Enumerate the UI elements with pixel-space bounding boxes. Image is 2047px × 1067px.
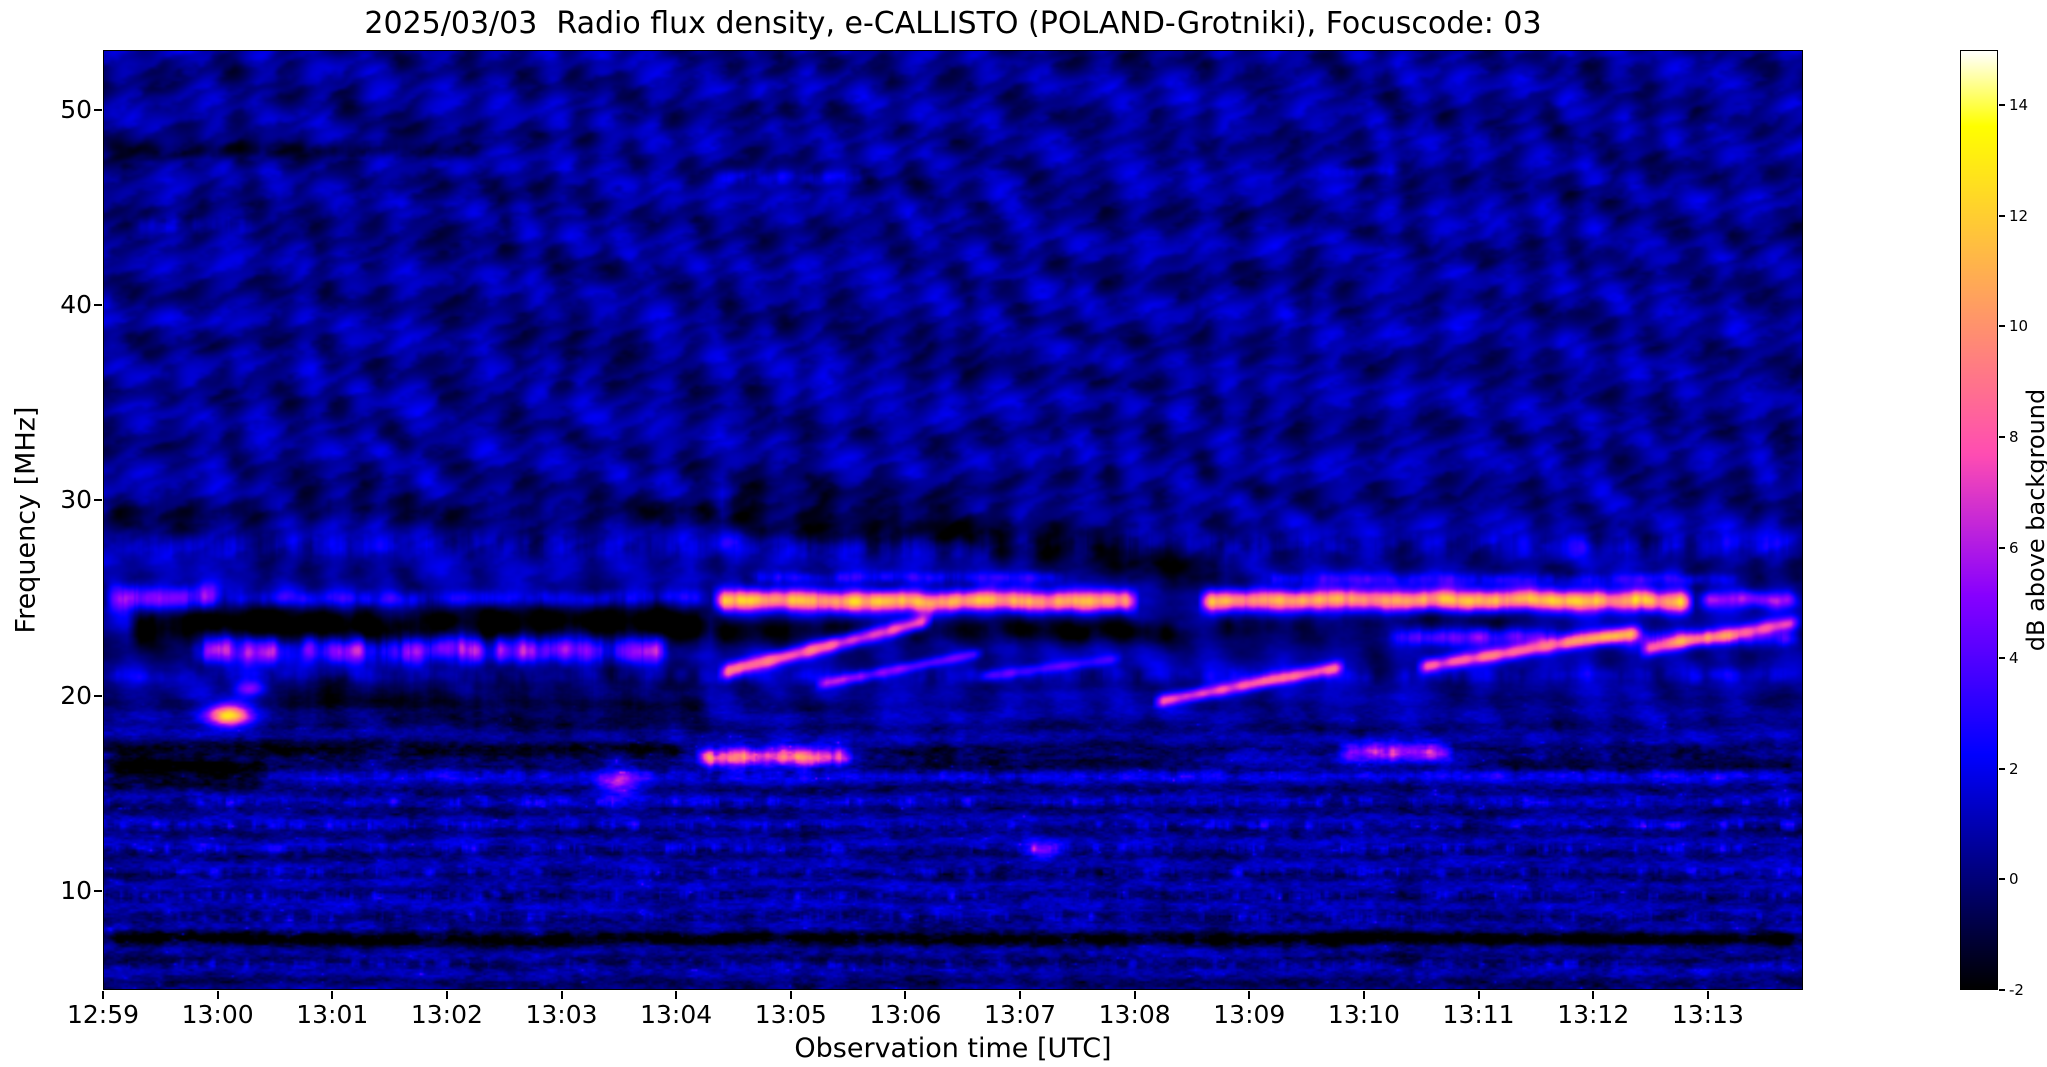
colorbar-label: dB above background (2022, 388, 2047, 652)
colorbar-tick-label: -2 (2009, 981, 2024, 999)
plot-area (103, 50, 1803, 990)
colorbar-tick-label: 14 (2009, 96, 2029, 115)
x-tick-mark (560, 991, 563, 999)
x-tick-mark (216, 991, 219, 999)
x-tick-label: 13:02 (410, 1000, 483, 1029)
colorbar-tick-label: 2 (2009, 759, 2019, 778)
x-tick-mark (102, 991, 104, 999)
x-tick-label: 13:04 (640, 1000, 713, 1029)
x-tick-label: 13:01 (296, 1000, 369, 1029)
x-tick-mark (1477, 991, 1480, 999)
x-tick-mark (1248, 991, 1251, 999)
colorbar-tick-label: 0 (2009, 870, 2019, 889)
x-tick-mark (1592, 991, 1595, 999)
x-tick-label: 13:12 (1557, 1000, 1630, 1029)
colorbar-tick-label: 4 (2009, 649, 2019, 668)
x-tick-mark (445, 991, 448, 999)
x-tick-label: 13:07 (984, 1000, 1057, 1029)
x-tick-mark (1362, 991, 1365, 999)
chart-title: 2025/03/03 Radio flux density, e-CALLIST… (364, 6, 1542, 41)
x-tick-mark (789, 991, 792, 999)
y-tick-label: 40 (60, 290, 92, 320)
y-tick-mark (94, 109, 102, 112)
x-tick-label: 13:03 (525, 1000, 598, 1029)
x-tick-mark (331, 991, 334, 999)
x-tick-label: 13:10 (1327, 1000, 1400, 1029)
colorbar-tick-mark (1999, 989, 2005, 991)
x-tick-mark (904, 991, 907, 999)
x-tick-mark (1706, 991, 1709, 999)
x-tick-label: 13:05 (754, 1000, 827, 1029)
colorbar-tick-mark (1999, 657, 2005, 660)
x-axis-label: Observation time [UTC] (794, 1033, 1112, 1064)
x-tick-label: 13:06 (869, 1000, 942, 1029)
y-tick-label: 10 (60, 875, 92, 905)
x-tick-label: 13:08 (1098, 1000, 1171, 1029)
colorbar-tick-mark (1999, 436, 2005, 439)
y-axis-label: Frequency [MHz] (10, 406, 42, 634)
colorbar-tick-mark (1999, 325, 2005, 328)
colorbar-tick-label: 10 (2009, 317, 2029, 336)
y-tick-label: 30 (60, 485, 92, 515)
colorbar-tick-mark (1999, 104, 2005, 107)
x-tick-label: 12:59 (66, 1000, 140, 1029)
y-tick-mark (94, 304, 102, 307)
y-tick-label: 20 (60, 680, 92, 710)
colorbar-tick-mark (1999, 546, 2005, 549)
colorbar-tick-label: 6 (2009, 538, 2019, 557)
x-tick-mark (1133, 991, 1136, 999)
y-tick-mark (94, 694, 102, 697)
spectrogram-canvas (104, 51, 1802, 989)
x-tick-mark (675, 991, 678, 999)
y-tick-mark (94, 889, 102, 892)
y-tick-mark (94, 499, 102, 502)
colorbar-gradient (1961, 51, 1997, 989)
x-tick-label: 13:11 (1442, 1000, 1515, 1029)
colorbar-tick-mark (1999, 767, 2005, 770)
y-tick-label: 50 (60, 95, 92, 125)
x-tick-label: 13:00 (181, 1000, 254, 1029)
x-tick-mark (1019, 991, 1022, 999)
x-tick-label: 13:13 (1671, 1000, 1744, 1029)
colorbar-tick-mark (1999, 878, 2005, 881)
x-tick-label: 13:09 (1213, 1000, 1286, 1029)
colorbar (1960, 50, 1998, 990)
colorbar-tick-mark (1999, 214, 2005, 217)
colorbar-tick-label: 12 (2009, 206, 2029, 225)
colorbar-tick-label: 8 (2009, 428, 2019, 447)
